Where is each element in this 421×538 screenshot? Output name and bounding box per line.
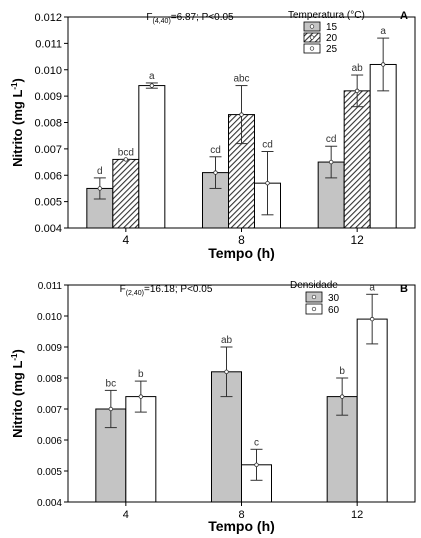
mean-marker xyxy=(138,394,144,399)
bar xyxy=(138,85,166,229)
y-axis-title: Nitrito (mg L-1) xyxy=(10,349,25,438)
legend-marker xyxy=(311,294,317,300)
y-tick-label: 0.012 xyxy=(34,12,62,24)
mean-marker xyxy=(213,170,218,175)
significance-letter: bcd xyxy=(118,147,134,158)
mean-marker xyxy=(149,83,155,88)
y-tick-label: 0.010 xyxy=(34,65,62,77)
stat-value: =16.18; P<0.05 xyxy=(144,284,213,295)
x-tick-label: 4 xyxy=(122,233,129,247)
significance-letter: a xyxy=(380,26,386,37)
bar xyxy=(125,396,157,503)
panel-label: A xyxy=(400,10,408,22)
significance-letter: c xyxy=(254,437,259,448)
x-tick-label: 8 xyxy=(238,509,244,521)
legend-marker xyxy=(309,46,315,51)
stat-f: F xyxy=(146,12,152,23)
y-tick-label: 0.007 xyxy=(34,144,62,156)
legend-label: 25 xyxy=(326,44,338,55)
mean-marker xyxy=(239,112,244,117)
significance-letter: b xyxy=(138,369,144,380)
y-axis-title: Nitrito (mg L-1) xyxy=(10,78,25,167)
stat-annotation: F(4,40)=6.87; P<0.05 xyxy=(146,12,234,25)
mean-marker xyxy=(354,88,360,94)
mean-marker xyxy=(108,406,114,412)
mean-marker xyxy=(254,462,259,467)
significance-letter: bc xyxy=(106,378,117,389)
y-tick-label: 0.006 xyxy=(34,170,62,182)
x-tick-label: 12 xyxy=(351,509,363,521)
significance-letter: cd xyxy=(262,140,273,151)
chart-panel-a: 0.004 0.005 0.006 0.007 0.008 0.009 0.010 0.011… xyxy=(10,10,416,261)
y-tick-label: 0.009 xyxy=(34,91,62,103)
y-axis-title-sup: -1 xyxy=(10,82,19,90)
mean-marker xyxy=(328,159,334,165)
legend-label: 20 xyxy=(326,33,338,44)
mean-marker xyxy=(224,369,229,374)
mean-marker xyxy=(339,394,345,399)
mean-marker xyxy=(369,316,375,322)
mean-marker xyxy=(97,186,103,191)
y-tick-label: 0.004 xyxy=(37,498,62,509)
stat-f: F xyxy=(120,284,126,295)
significance-letter: cd xyxy=(210,145,221,156)
significance-letter: cd xyxy=(326,134,337,145)
legend-title: Densidade xyxy=(290,280,338,291)
stat-df: (2,40) xyxy=(126,290,144,297)
significance-letter: abc xyxy=(233,74,249,85)
y-tick-label: 0.009 xyxy=(37,343,62,354)
significance-letter: b xyxy=(339,366,345,377)
mean-marker xyxy=(265,180,270,186)
y-tick-label: 0.010 xyxy=(37,312,62,323)
stat-annotation: F(2,40)=16.18; P<0.05 xyxy=(120,284,213,297)
x-axis-title: Tempo (h) xyxy=(208,518,275,534)
bar xyxy=(369,63,397,229)
chart-panel-b: 0.004 0.005 0.006 0.007 0.008 0.009 0.010 0.011… xyxy=(10,280,416,534)
bar xyxy=(343,90,371,229)
y-axis-title-main: Nitrito (mg L xyxy=(10,90,25,167)
mean-marker xyxy=(380,62,386,67)
legend-title: Temperatura (°C) xyxy=(288,10,365,21)
significance-letter: ab xyxy=(352,63,364,74)
x-tick-label: 4 xyxy=(123,509,129,521)
y-tick-label: 0.005 xyxy=(34,197,62,209)
y-axis-title-sup: -1 xyxy=(10,353,19,361)
y-tick-label: 0.004 xyxy=(34,223,62,235)
significance-letter: a xyxy=(369,282,375,293)
mean-marker xyxy=(123,157,129,162)
significance-letter: d xyxy=(97,166,103,177)
bar xyxy=(356,318,388,503)
legend-marker xyxy=(309,24,315,29)
y-tick-label: 0.007 xyxy=(37,405,62,416)
y-tick-label: 0.011 xyxy=(35,38,62,50)
x-axis-title: Tempo (h) xyxy=(208,245,275,261)
x-tick-label: 8 xyxy=(238,233,245,247)
legend-marker xyxy=(311,306,317,312)
legend-label: 15 xyxy=(326,22,338,33)
stat-value: =6.87; P<0.05 xyxy=(171,12,234,23)
y-axis-title-end: ) xyxy=(10,349,25,353)
y-tick-label: 0.005 xyxy=(37,467,62,478)
bar xyxy=(112,158,140,229)
legend-marker xyxy=(309,35,315,40)
significance-letter: a xyxy=(149,71,155,82)
legend-label: 60 xyxy=(328,305,340,316)
y-axis-title-main: Nitrito (mg L xyxy=(10,361,25,438)
stat-df: (4,40) xyxy=(152,18,170,25)
x-tick-label: 12 xyxy=(350,233,364,247)
panel-label: B xyxy=(400,283,408,295)
legend-label: 30 xyxy=(328,293,340,304)
y-axis-title-end: ) xyxy=(10,78,25,82)
y-tick-label: 0.008 xyxy=(34,118,62,130)
significance-letter: ab xyxy=(221,335,233,346)
y-tick-label: 0.008 xyxy=(37,374,62,385)
y-tick-label: 0.006 xyxy=(37,436,62,447)
y-tick-label: 0.011 xyxy=(38,281,63,292)
